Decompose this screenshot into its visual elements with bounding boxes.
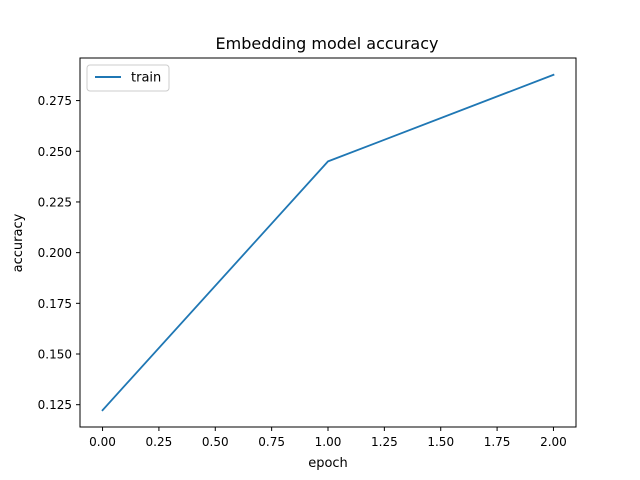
chart-title: Embedding model accuracy	[216, 34, 439, 53]
y-axis-label: accuracy	[11, 213, 26, 272]
x-tick-label: 2.00	[540, 435, 567, 449]
y-tick-label: 0.150	[38, 348, 72, 362]
x-tick-label: 1.00	[315, 435, 342, 449]
x-tick-label: 1.25	[371, 435, 398, 449]
y-tick-label: 0.275	[38, 94, 72, 108]
y-tick-label: 0.250	[38, 145, 72, 159]
legend-label-train: train	[131, 71, 161, 86]
plot-frame	[79, 57, 577, 428]
y-axis-ticks: 0.125 0.150 0.175 0.200 0.225 0.250 0.275	[38, 94, 80, 412]
series-layer	[101, 73, 555, 412]
y-tick-label: 0.200	[38, 246, 72, 260]
x-axis-ticks: 0.00 0.25 0.50 0.75 1.00 1.25 1.50 1.75 2.00	[89, 427, 567, 449]
x-axis-label: epoch	[308, 456, 348, 471]
legend-box	[86, 64, 170, 92]
series-line-train	[101, 73, 555, 412]
x-tick-label: 0.50	[202, 435, 229, 449]
legend: train	[86, 64, 170, 92]
y-tick-label: 0.125	[38, 398, 72, 412]
x-tick-label: 0.00	[89, 435, 116, 449]
x-tick-label: 1.50	[427, 435, 454, 449]
y-tick-label: 0.225	[38, 195, 72, 209]
x-tick-label: 0.25	[146, 435, 173, 449]
x-tick-label: 0.75	[258, 435, 285, 449]
y-tick-label: 0.175	[38, 297, 72, 311]
x-tick-label: 1.75	[484, 435, 511, 449]
